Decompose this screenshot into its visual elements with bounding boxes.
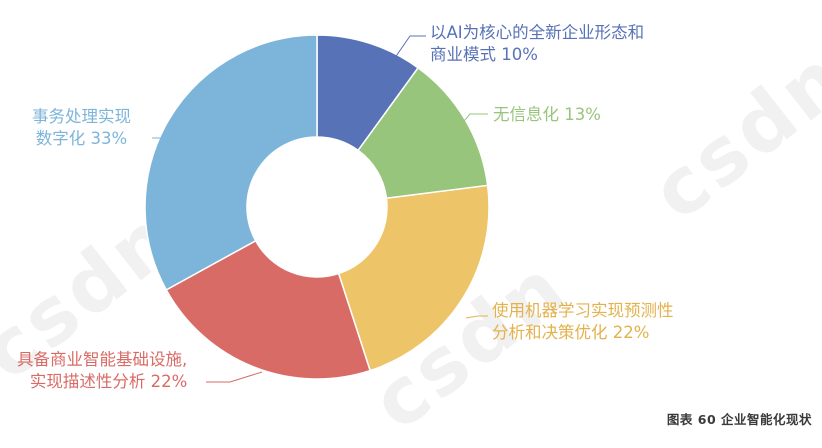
- leader-line-3: [206, 371, 263, 383]
- figure-caption: 图表 60 企业智能化现状: [666, 412, 812, 427]
- slice-label: 具备商业智能基础设施, 实现描述性分析 22%: [17, 350, 188, 391]
- leader-line-0: [391, 35, 426, 63]
- leader-line-4: [152, 137, 179, 149]
- donut-chart: [144, 34, 490, 383]
- leader-line-2: [465, 315, 488, 319]
- slice-label: 使用机器学习实现预测性 分析和决策优化 22%: [492, 301, 674, 342]
- slice-label: 事务处理实现 数字化 33%: [32, 107, 131, 148]
- slice-label: 无信息化 13%: [493, 105, 601, 124]
- slice-2: [337, 184, 490, 372]
- slice-label: 以AI为核心的全新企业形态和 商业模式 10%: [430, 23, 645, 64]
- slice-4: [144, 34, 318, 291]
- slice-3: [165, 239, 372, 380]
- leader-line-1: [451, 113, 488, 136]
